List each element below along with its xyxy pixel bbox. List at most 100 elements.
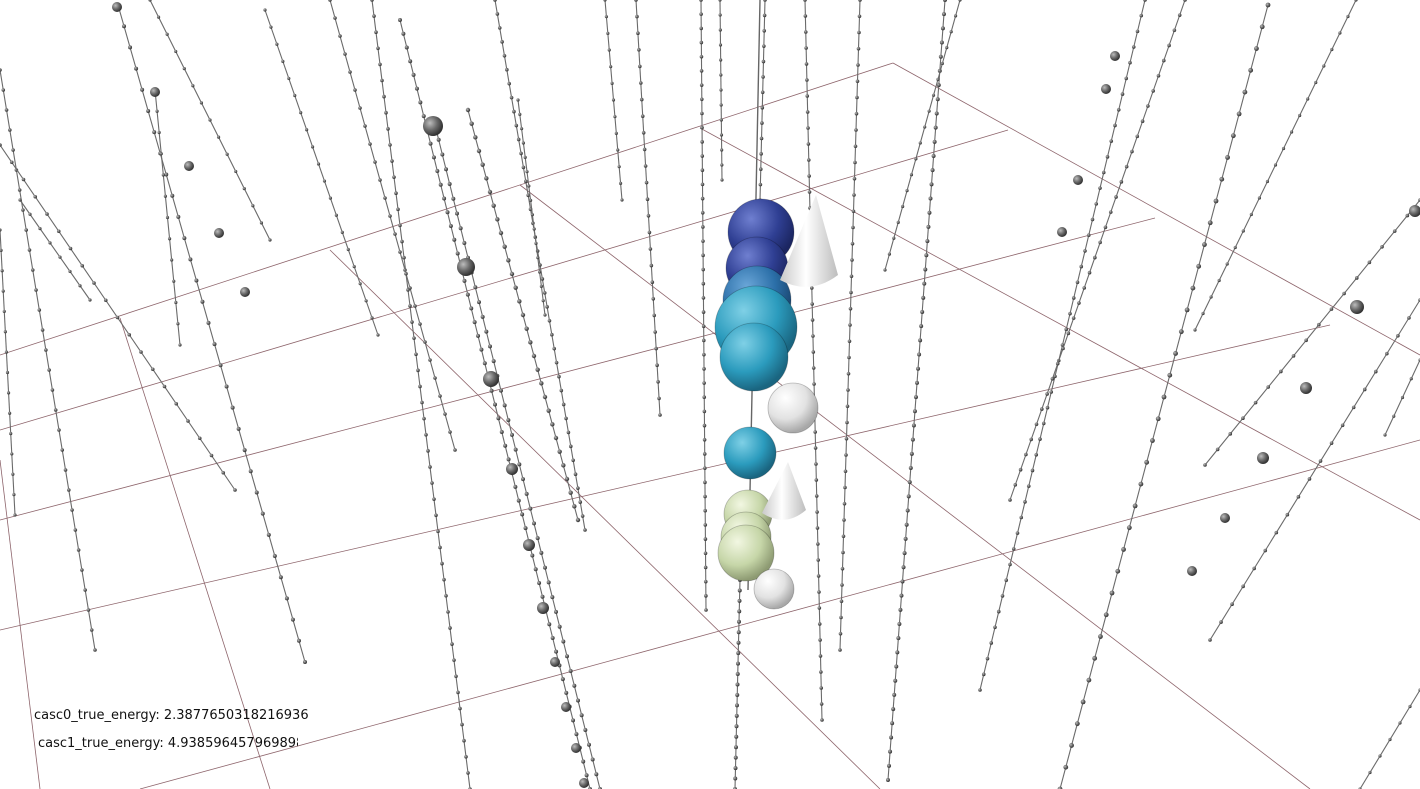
dom-sensor (428, 465, 432, 469)
dom-sensor (451, 196, 456, 201)
dom-sensor (1019, 515, 1024, 520)
dom-sensor (929, 182, 934, 187)
dom-sensor (816, 542, 820, 546)
dom-sensor (416, 368, 420, 373)
dom-sensor (469, 121, 474, 126)
dom-sensor (1151, 89, 1155, 93)
dom-sensor (80, 568, 84, 572)
dom-sensor (27, 248, 32, 252)
dom-sensor (838, 648, 842, 652)
dom-sensor (1161, 394, 1167, 400)
dom-sensor (1066, 331, 1071, 336)
dom-sensor (737, 609, 742, 614)
dom-sensor (194, 278, 199, 283)
dom-sensor (1225, 262, 1229, 266)
dom-sensor (378, 178, 382, 182)
dom-sensor (703, 551, 708, 556)
dom-sensor (905, 508, 910, 513)
dom-sensor (1116, 107, 1121, 112)
dom-sensor (148, 0, 152, 2)
dom-sensor (89, 628, 94, 632)
dom-sensor (1018, 467, 1023, 472)
dom-sensor (841, 550, 845, 555)
dom-sensor (445, 210, 450, 215)
dom-sensor (5, 370, 10, 375)
dom-sensor (505, 67, 509, 72)
dom-sensor (854, 111, 859, 116)
dom-sensor (736, 651, 741, 656)
dom-sensor (495, 217, 500, 222)
energy-sphere (753, 568, 795, 610)
dom-sensor (931, 154, 936, 158)
dom-sensor (909, 451, 914, 456)
dom-sensor (576, 698, 580, 703)
dom-sensor (68, 269, 72, 274)
dom-sensor (340, 230, 344, 234)
dom-sensor (1030, 468, 1035, 473)
dom-sensor (68, 246, 73, 251)
dom-sensor (477, 300, 481, 305)
dom-sensor (886, 778, 890, 782)
dom-sensor (901, 565, 906, 570)
dom-sensor (530, 213, 535, 217)
dom-sensor (418, 100, 423, 105)
dom-sensor (1, 289, 5, 293)
dom-sensor (1146, 104, 1150, 108)
dom-sensor (1124, 76, 1129, 81)
dom-sensor (651, 297, 656, 301)
dom-sensor (200, 299, 205, 304)
detector-string (516, 98, 547, 317)
dom-sensor (520, 312, 526, 318)
dom-sensor (506, 457, 511, 462)
dom-sensor (438, 545, 442, 550)
dom-sensor (374, 30, 378, 35)
dom-sensor (1055, 361, 1060, 366)
dom-sensor (702, 352, 706, 357)
dom-sensor (525, 170, 529, 174)
dom-sensor (1362, 387, 1367, 392)
dom-sensor (63, 468, 68, 472)
dom-sensor (13, 513, 17, 517)
dom-sensor (810, 302, 814, 306)
dom-sensor (83, 588, 87, 592)
dom-sensor (438, 394, 442, 398)
dom-sensor (644, 180, 649, 185)
dom-sensor (545, 305, 549, 309)
dom-sensor (720, 178, 724, 182)
dom-hit (483, 371, 499, 387)
dom-sensor (850, 241, 855, 246)
dom-sensor (401, 31, 406, 36)
dom-sensor (811, 334, 815, 338)
dom-sensor (700, 125, 704, 130)
dom-sensor (507, 81, 512, 86)
dom-sensor (810, 286, 814, 290)
dom-hit (214, 228, 224, 238)
dom-sensor (640, 114, 645, 118)
dom-sensor (561, 639, 566, 644)
dom-sensor (532, 521, 536, 526)
dom-sensor (845, 420, 849, 425)
dom-sensor (473, 285, 478, 290)
detector-string (1203, 198, 1420, 467)
dom-sensor (21, 208, 25, 212)
dom-hit (1101, 84, 1111, 94)
detector-string (18, 198, 92, 302)
dom-sensor (382, 94, 386, 99)
dom-sensor (719, 88, 723, 92)
dom-sensor (817, 606, 822, 610)
cascade-direction-cones (762, 195, 838, 520)
dom-sensor (572, 504, 577, 509)
dom-sensor (86, 608, 91, 612)
dom-sensor (172, 279, 176, 283)
dom-sensor (462, 241, 467, 246)
dom-sensor (268, 238, 272, 242)
dom-sensor (164, 172, 169, 177)
dom-sensor (734, 745, 738, 750)
dom-hit (423, 116, 443, 136)
dom-sensor (1265, 2, 1271, 8)
dom-sensor (1392, 414, 1396, 418)
dom-sensor (533, 567, 538, 572)
dom-sensor (444, 593, 448, 598)
dom-sensor (290, 617, 295, 622)
